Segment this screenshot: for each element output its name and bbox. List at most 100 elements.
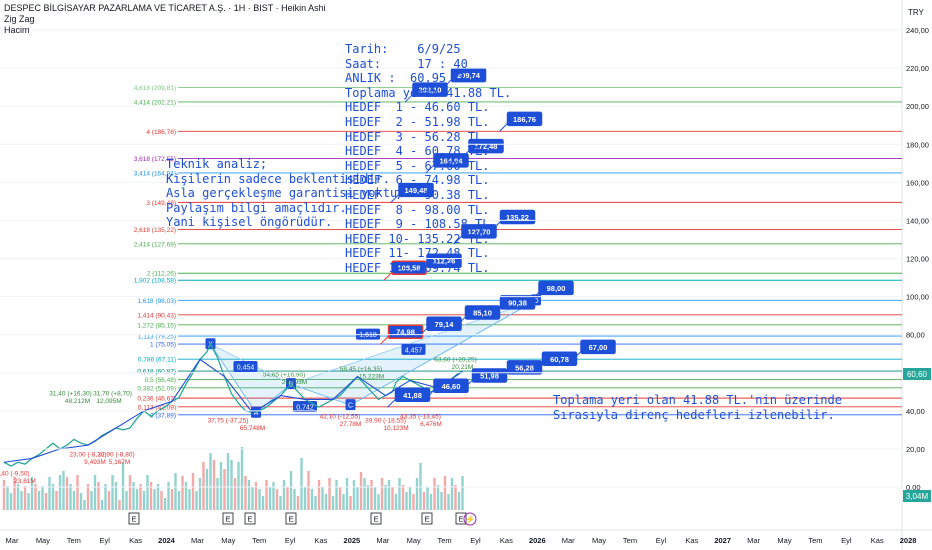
fib-label: 2,414 (127,69) [134, 241, 176, 248]
target-label: 127,70 [468, 227, 491, 236]
fib-label: 1,618 (98,03) [137, 298, 176, 305]
swing-label: 65,748M [240, 425, 265, 432]
volume-bar [240, 447, 244, 510]
fib-label: 0,236 (46,67) [137, 396, 176, 403]
swing-label: 23,00 (-8,30) [69, 452, 106, 459]
volume-bar [132, 482, 135, 510]
volume-bar [321, 487, 324, 510]
target-label: 90,38 [508, 298, 527, 307]
volume-bar [317, 480, 321, 510]
volume-bar [90, 491, 93, 510]
target-box [506, 111, 543, 127]
ratio-box [293, 401, 317, 413]
volume-bar [233, 478, 237, 510]
volume-bar [289, 471, 293, 510]
x-tick-label: Mar [747, 536, 760, 545]
volume-bar [300, 458, 303, 510]
volume-bar [104, 484, 107, 510]
target-label: 51,98 [480, 372, 499, 381]
volume-bar [279, 496, 282, 510]
last-price-tag: 60,60 [903, 368, 931, 380]
fib-label: 0,786 (67,11) [138, 357, 176, 364]
target-label: 60,78 [550, 355, 569, 364]
y-tick-label: 120,00 [906, 255, 929, 264]
swing-label: 9,493M [84, 459, 106, 466]
y-tick-label: 140,00 [906, 216, 929, 225]
x-tick-label: Kas [129, 536, 142, 545]
volume-bar [9, 493, 13, 510]
target-pointer [464, 379, 473, 389]
volume-bar [219, 462, 223, 510]
support-note: Toplama yeri olan 41.88 TL.'nin üzerinde… [553, 393, 842, 422]
volume-bar [461, 476, 464, 510]
volume-bar [198, 478, 202, 510]
fib-label: 1,113 (79,25) [138, 334, 176, 341]
x-tick-label: Tem [438, 536, 452, 545]
x-tick-label: Kas [315, 536, 328, 545]
swing-label: 31,40 (+16,30) [49, 391, 91, 398]
volume-bar [454, 485, 457, 510]
volume-bar [107, 491, 111, 510]
target-label: 172,48 [475, 142, 498, 151]
earnings-marker-label: E [288, 515, 293, 524]
volume-bar [342, 494, 345, 510]
volume-bar [34, 484, 37, 510]
target-pointer [492, 221, 501, 230]
volume-bar [209, 453, 212, 510]
fib-label: 0 (37,89) [150, 412, 176, 419]
earnings-marker-label: E [458, 515, 463, 524]
currency-label: TRY [908, 8, 925, 17]
swing-label: 63,60 (+20,25) [434, 356, 476, 363]
target-box [499, 295, 536, 310]
indicator-zigzag[interactable]: Zig Zag [4, 14, 35, 24]
volume-bar [247, 480, 251, 510]
swing-label: 37,75 (-37,25) [208, 417, 249, 424]
swing-label: 20,21M [452, 364, 474, 371]
target-label: 98,00 [547, 284, 566, 293]
target-box [541, 351, 578, 367]
fib-label: 3,618 (172,55) [134, 156, 176, 163]
volume-bar [307, 471, 310, 510]
earnings-marker [285, 512, 297, 525]
x-axis-ticks: Mar May Tem Eyl Kas 2024 Mar May Tem Eyl Kas 2025 Ma… [6, 536, 917, 545]
earnings-marker [370, 512, 382, 525]
volume-bar [286, 487, 289, 510]
volume-bar [338, 487, 342, 510]
earnings-marker [421, 512, 433, 525]
last-volume-tag: 3,04M [903, 490, 931, 502]
x-tick-label: Mar [562, 536, 575, 545]
swing-label: 14,40 (-9,50) [0, 471, 30, 478]
volume-bar [331, 496, 335, 510]
volume-bar [230, 460, 233, 510]
x-tick-label: Eyl [99, 536, 110, 545]
volume-bar [293, 489, 296, 510]
target-label: 209,74 [457, 71, 481, 80]
volume-bar [377, 494, 380, 510]
volume-bar [69, 484, 72, 510]
volume-bar [216, 478, 219, 510]
x-tick-label: 2026 [529, 536, 546, 545]
y-tick-label: 100,00 [906, 293, 929, 302]
indicator-volume[interactable]: Hacim [4, 25, 30, 35]
volume-bar [205, 469, 209, 510]
volume-bar [174, 473, 177, 510]
fib-label: 1,272 (85,15) [137, 322, 176, 329]
target-box [433, 378, 469, 394]
volume-bar [195, 491, 198, 510]
fib-label: 0,382 (52,09) [137, 385, 176, 392]
volume-bar [272, 482, 275, 510]
volume-bar [27, 493, 30, 510]
swing-label: 15,223M [359, 373, 384, 380]
lightning-icon[interactable] [463, 512, 477, 526]
fib-label: 4,414 (202,21) [134, 99, 176, 106]
volume-bar [55, 491, 58, 510]
swing-label: 22,90 (-8,80) [97, 452, 134, 459]
price-scale[interactable] [902, 0, 932, 550]
fib-label: 3,414 (164,94) [134, 170, 176, 177]
volume-bar [6, 486, 9, 510]
volume-bar [62, 471, 65, 510]
volume-bar [422, 492, 426, 510]
fib-label: 1 (75,05) [150, 342, 176, 349]
volume-bar [394, 494, 398, 510]
